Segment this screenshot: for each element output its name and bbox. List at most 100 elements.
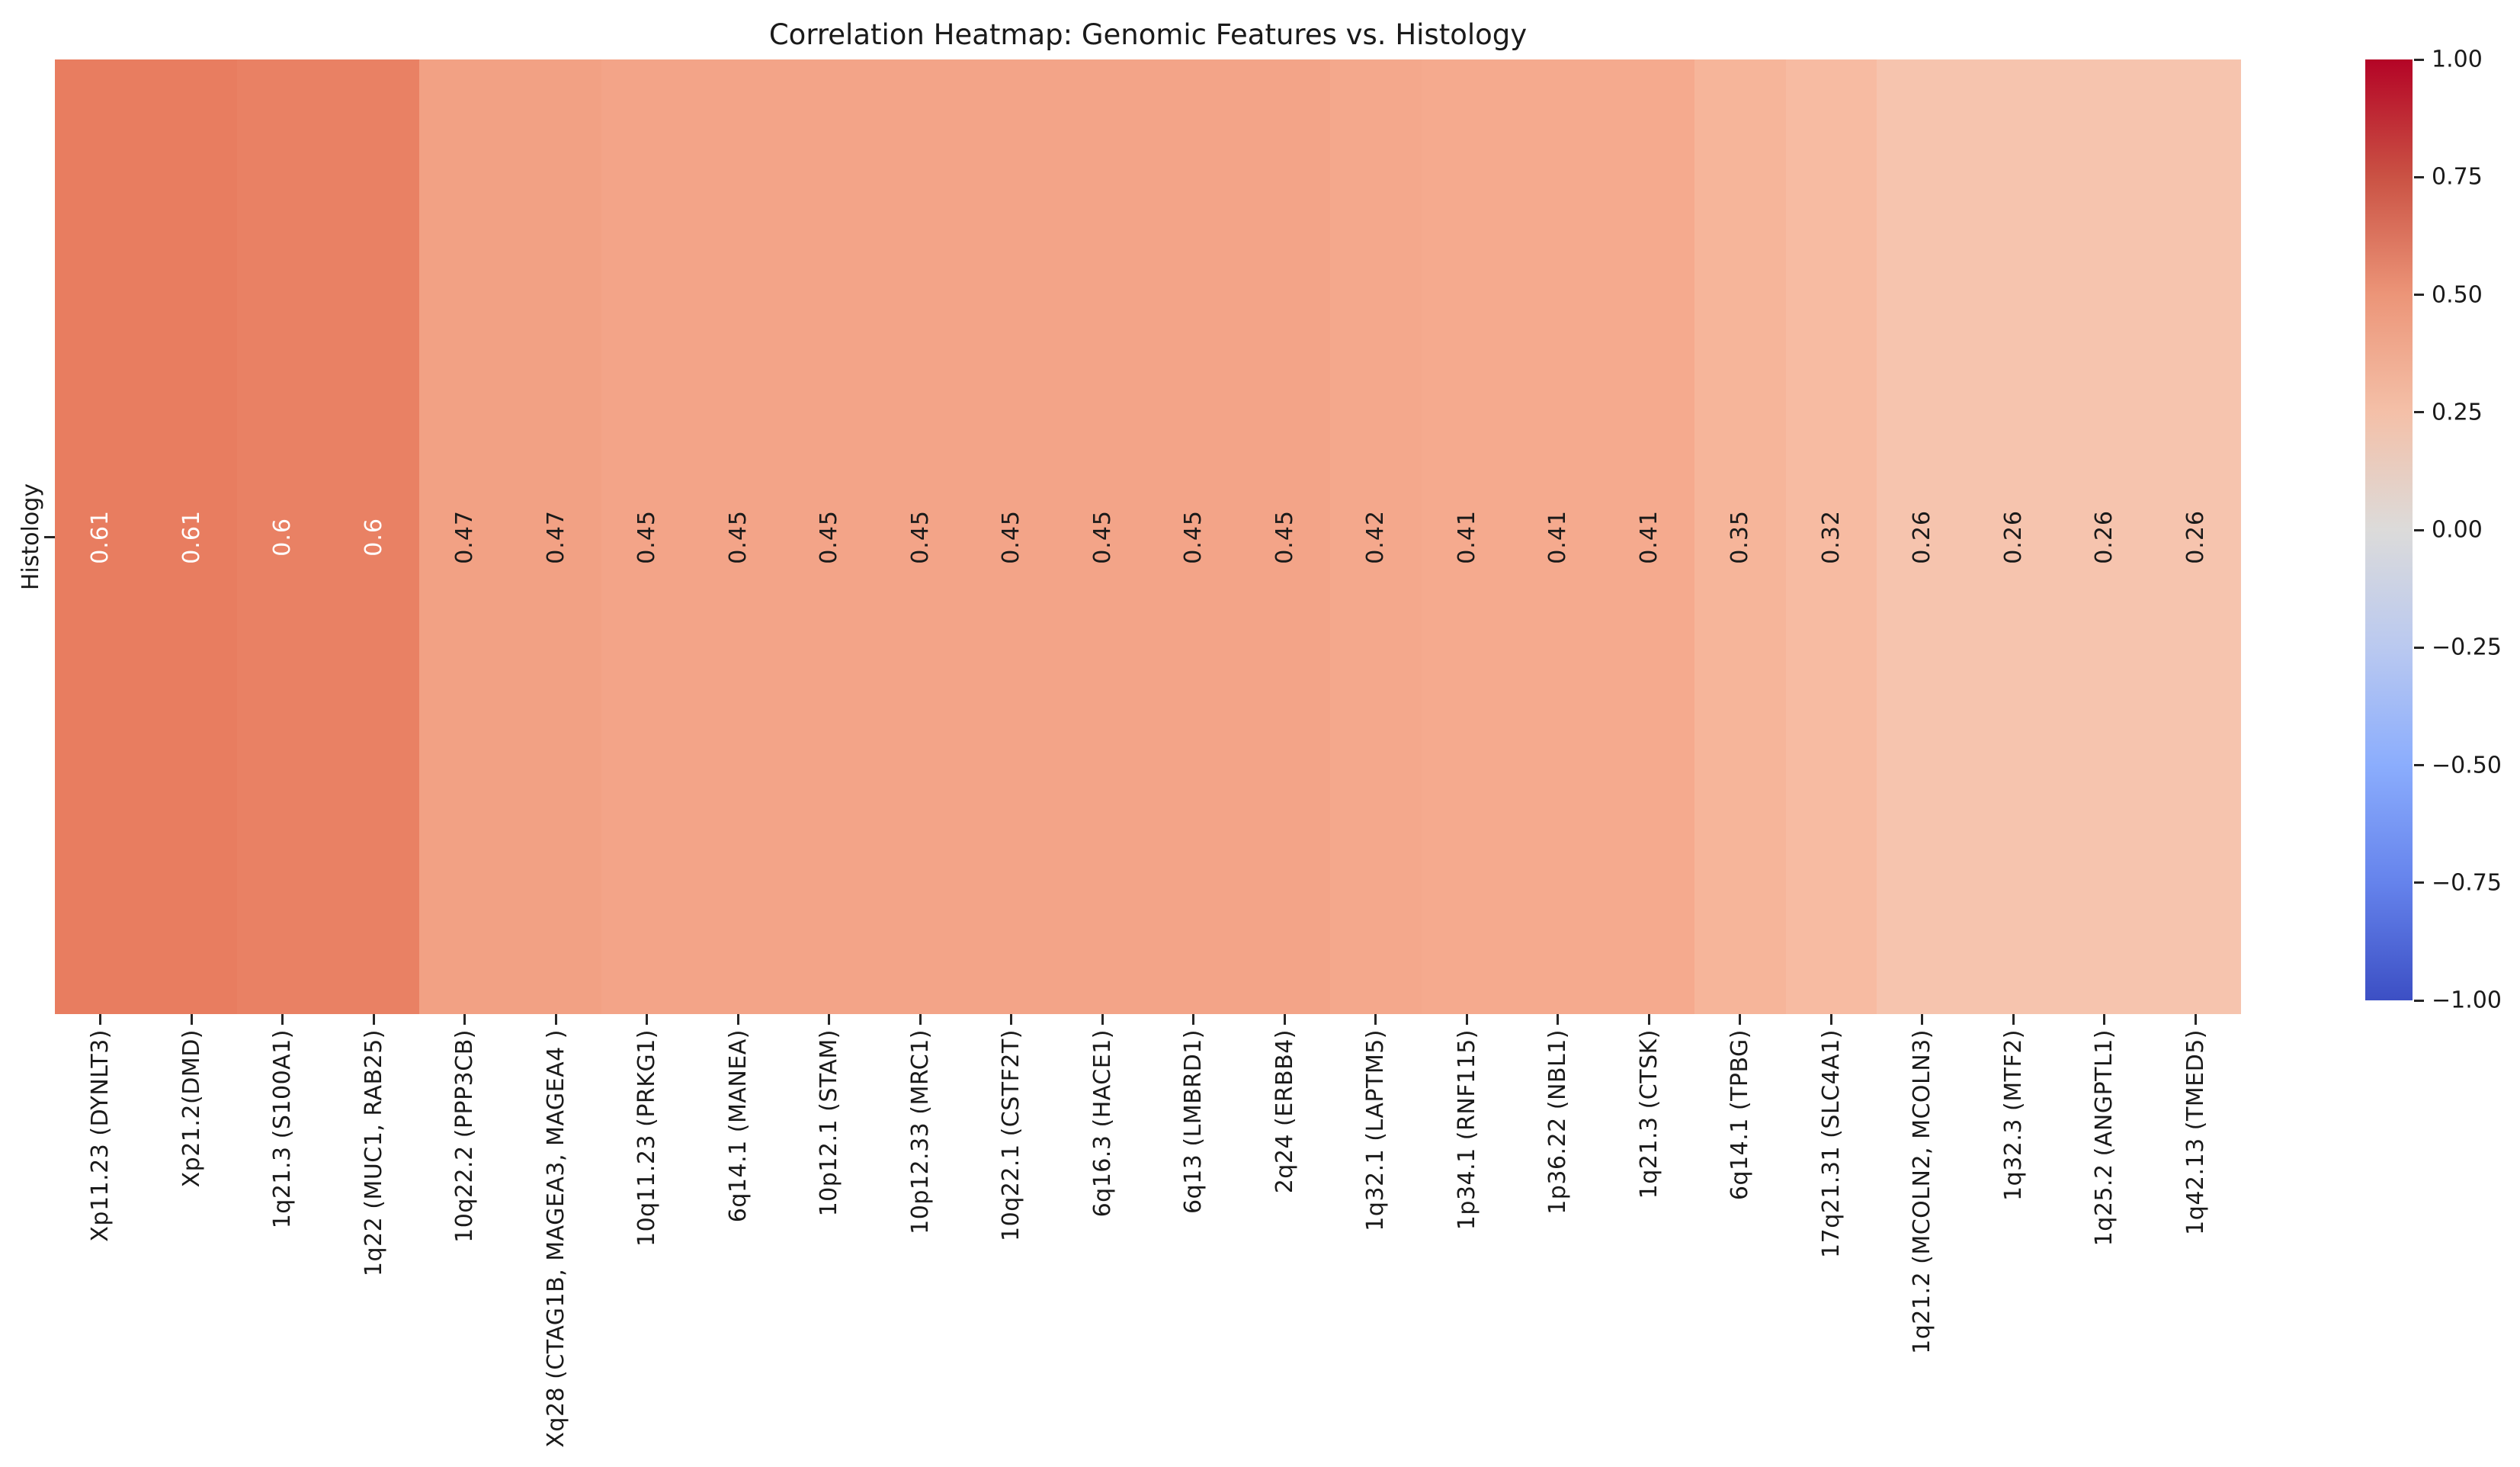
cell-value-label: 0.45 <box>633 509 661 564</box>
colorbar-tick-mark <box>2414 175 2424 178</box>
colorbar-tick-label: −0.25 <box>2432 634 2502 661</box>
cell-value-label: 0.47 <box>542 509 569 564</box>
x-axis-tick-label: 10q22.2 (PPP3CB) <box>451 1029 479 1243</box>
colorbar-tick-mark <box>2414 764 2424 766</box>
x-axis-tick-label: 6q14.1 (TPBG) <box>1726 1029 1754 1201</box>
x-tick-mark <box>1647 1014 1650 1025</box>
x-tick-mark <box>1283 1014 1286 1025</box>
x-tick-mark <box>1010 1014 1013 1025</box>
x-label-slot: 1q22 (MUC1, RAB25) <box>329 1029 420 1467</box>
cell-value-label: 0.45 <box>1180 509 1207 564</box>
x-label-slot: 10p12.1 (STAM) <box>784 1029 875 1467</box>
cell-value-label: 0.61 <box>178 509 205 564</box>
x-tick-mark <box>919 1014 922 1025</box>
x-label-slot: 1q25.2 (ANGPTL1) <box>2059 1029 2150 1467</box>
heatmap-cell: 0.35 <box>1694 59 1786 1014</box>
x-axis-tick-label: 1q32.1 (LAPTM5) <box>1362 1029 1390 1231</box>
x-label-slot: 6q16.3 (HACE1) <box>1057 1029 1149 1467</box>
x-label-slot: Xq28 (CTAG1B, MAGEA3, MAGEA4 ) <box>511 1029 602 1467</box>
x-tick-mark <box>1465 1014 1468 1025</box>
cell-value-label: 0.42 <box>1362 509 1390 564</box>
x-axis-tick-label: 1q21.3 (CTSK) <box>1635 1029 1662 1199</box>
x-tick-slot <box>601 1014 693 1025</box>
heatmap-cell: 0.45 <box>1239 59 1330 1014</box>
colorbar-tick-label: −0.75 <box>2432 869 2502 897</box>
x-tick-mark <box>281 1014 284 1025</box>
x-axis-tick-label: 10p12.33 (MRC1) <box>906 1029 934 1234</box>
heatmap-plot-area: 0.61 0.61 0.6 0.6 0.47 0.47 0.45 0.45 0.45 0.45 0.… <box>55 59 2241 1014</box>
heatmap-cell: 0.47 <box>510 59 601 1014</box>
heatmap-cell: 0.61 <box>55 59 146 1014</box>
cell-value-label: 0.45 <box>724 509 752 564</box>
y-axis-label: Histology <box>17 483 44 591</box>
heatmap-cell: 0.26 <box>2059 59 2150 1014</box>
colorbar-tick-mark <box>2414 294 2424 296</box>
x-label-slot: 6q13 (LMBRD1) <box>1148 1029 1239 1467</box>
heatmap-cell: 0.26 <box>2150 59 2241 1014</box>
y-axis-label-wrap: Histology <box>14 59 47 1014</box>
cell-value-label: 0.45 <box>1088 509 1116 564</box>
x-label-slot: 6q14.1 (TPBG) <box>1694 1029 1786 1467</box>
x-axis-tick-label: 1p34.1 (RNF115) <box>1453 1029 1480 1231</box>
x-axis-tick-label: 1q21.3 (S100A1) <box>269 1029 297 1229</box>
x-axis-tick-label: 1q21.2 (MCOLN2, MCOLN3) <box>1909 1029 1936 1354</box>
colorbar-tick-mark <box>2414 58 2424 61</box>
cell-value-label: 0.41 <box>1453 509 1480 564</box>
x-tick-mark <box>554 1014 557 1025</box>
x-axis-tick-label: 1q25.2 (ANGPTL1) <box>2091 1029 2118 1247</box>
colorbar-tick-label: 0.50 <box>2432 281 2483 308</box>
x-tick-slot <box>1148 1014 1239 1025</box>
cell-value-label: 0.35 <box>1726 509 1754 564</box>
x-tick-slot <box>237 1014 329 1025</box>
x-tick-slot <box>146 1014 238 1025</box>
x-axis-tick-label: 6q16.3 (HACE1) <box>1088 1029 1116 1218</box>
x-tick-slot <box>1057 1014 1149 1025</box>
x-tick-slot <box>1512 1014 1604 1025</box>
cell-value-label: 0.47 <box>451 509 479 564</box>
cell-value-label: 0.32 <box>1817 509 1845 564</box>
colorbar-tick-mark <box>2414 646 2424 649</box>
x-label-slot: 1q21.2 (MCOLN2, MCOLN3) <box>1877 1029 1968 1467</box>
x-tick-slot <box>2059 1014 2150 1025</box>
x-label-slot: 2q24 (ERBB4) <box>1239 1029 1331 1467</box>
cell-value-label: 0.26 <box>2091 509 2118 564</box>
colorbar-tick-label: −0.50 <box>2432 752 2502 778</box>
heatmap-cell: 0.61 <box>146 59 237 1014</box>
heatmap-cell: 0.45 <box>1056 59 1148 1014</box>
heatmap-cell: 0.26 <box>1967 59 2059 1014</box>
heatmap-cell: 0.42 <box>1330 59 1422 1014</box>
x-tick-slot <box>1239 1014 1331 1025</box>
x-tick-slot <box>784 1014 875 1025</box>
x-label-slot: 10p12.33 (MRC1) <box>875 1029 967 1467</box>
x-tick-mark <box>2194 1014 2197 1025</box>
x-axis-tick-label: 1q42.13 (TMED5) <box>2182 1029 2209 1235</box>
heatmap-cell: 0.6 <box>237 59 329 1014</box>
x-tick-mark <box>2103 1014 2106 1025</box>
cell-value-label: 0.41 <box>1635 509 1662 564</box>
x-label-slot: 1q32.3 (MTF2) <box>1968 1029 2060 1467</box>
x-label-slot: 10q22.2 (PPP3CB) <box>419 1029 511 1467</box>
x-tick-mark <box>646 1014 649 1025</box>
heatmap-cell: 0.26 <box>1877 59 1968 1014</box>
heatmap-cell: 0.45 <box>601 59 693 1014</box>
heatmap-cell: 0.45 <box>966 59 1057 1014</box>
x-axis-tick-label: 10q11.23 (PRKG1) <box>633 1029 661 1247</box>
x-axis-labels: Xp11.23 (DYNLT3) Xp21.2(DMD) 1q21.3 (S100A… <box>55 1029 2241 1467</box>
x-axis-tick-label: 2q24 (ERBB4) <box>1271 1029 1298 1194</box>
colorbar-tick-mark <box>2414 881 2424 884</box>
x-axis-tick-label: 10p12.1 (STAM) <box>816 1029 843 1217</box>
x-tick-slot <box>1330 1014 1422 1025</box>
x-tick-mark <box>99 1014 102 1025</box>
cell-value-label: 0.45 <box>998 509 1025 564</box>
x-tick-slot <box>55 1014 146 1025</box>
x-tick-slot <box>693 1014 784 1025</box>
x-axis-tick-label: 10q22.1 (CSTF2T) <box>998 1029 1025 1241</box>
heatmap-cell: 0.45 <box>874 59 966 1014</box>
x-axis-tick-label: Xp21.2(DMD) <box>178 1029 205 1188</box>
colorbar-tick-label: 0.75 <box>2432 163 2483 191</box>
heatmap-cell: 0.41 <box>1421 59 1512 1014</box>
x-tick-mark <box>190 1014 193 1025</box>
x-tick-slot <box>1968 1014 2060 1025</box>
cell-value-label: 0.6 <box>269 517 297 557</box>
x-axis-tick-label: 6q13 (LMBRD1) <box>1180 1029 1207 1214</box>
